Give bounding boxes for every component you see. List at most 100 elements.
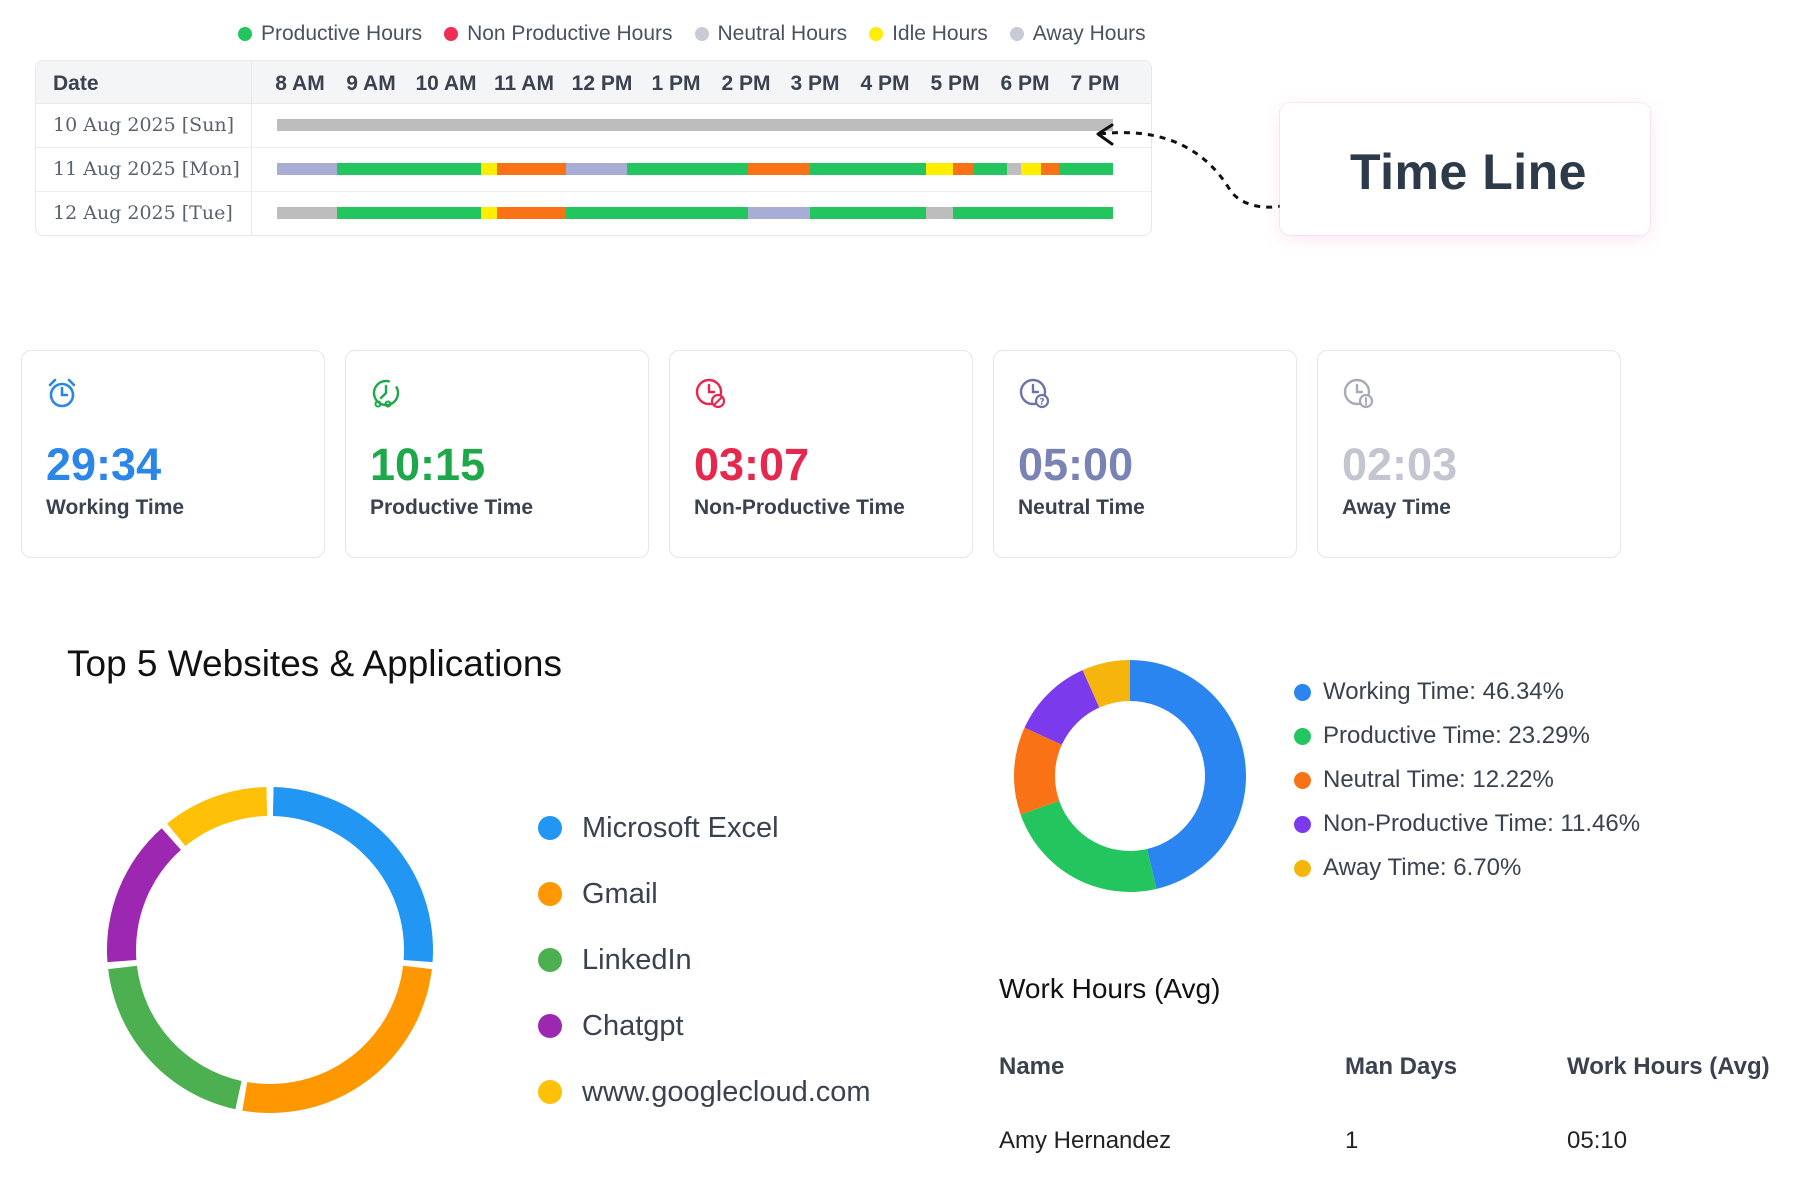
top5-slice-gmail[interactable] (242, 965, 432, 1113)
time-split-slice-neutral-time[interactable] (1014, 727, 1062, 815)
time-split-slice-non-productive-time[interactable] (1024, 670, 1100, 745)
legend-away-hours[interactable]: Away Hours (1009, 22, 1146, 46)
hour-label: 10 AM (415, 72, 477, 95)
time-split-legend: Working Time: 46.34% Productive Time: 23… (1294, 670, 1640, 890)
segment-productive[interactable] (1059, 163, 1113, 175)
segment-neutral[interactable] (566, 163, 627, 175)
legend-item-non-productive-time[interactable]: Non-Productive Time: 11.46% (1294, 802, 1640, 846)
legend-item-away-time[interactable]: Away Time: 6.70% (1294, 846, 1640, 890)
column-header-name[interactable]: Name (999, 1053, 1065, 1080)
segment-idle[interactable] (481, 163, 497, 175)
segment-productive[interactable] (810, 163, 926, 175)
time-split-donut-chart (1014, 660, 1246, 892)
timeline-bar[interactable] (277, 163, 1113, 175)
legend-dot-icon (1294, 815, 1311, 833)
segment-productive[interactable] (953, 207, 1113, 219)
callout-arrow-icon (1096, 123, 1330, 209)
segment-neutral[interactable] (277, 163, 337, 175)
legend-item-googlecloud[interactable]: www.googlecloud.com (538, 1059, 871, 1125)
hour-label: 3 PM (790, 72, 840, 95)
timeline-bar[interactable] (277, 119, 1113, 131)
segment-productive[interactable] (810, 207, 926, 219)
segment-neutral[interactable] (748, 207, 810, 219)
legend-dot-icon (444, 27, 459, 41)
card-label: Neutral Time (1018, 496, 1145, 519)
segment-idle[interactable] (481, 207, 497, 219)
segment-productive[interactable] (337, 163, 481, 175)
timeline-bar[interactable] (277, 207, 1113, 219)
segment-non-productive[interactable] (1041, 163, 1059, 175)
legend-dot-icon (538, 948, 562, 972)
segment-non-productive[interactable] (497, 207, 566, 219)
top5-slice-chatgpt[interactable] (107, 828, 181, 963)
timeline-header: Date 8 AM 9 AM 10 AM 11 AM 12 PM 1 PM 2 … (36, 61, 1151, 104)
svg-text:?: ? (1039, 398, 1044, 408)
hour-label: 4 PM (860, 72, 910, 95)
card-label: Away Time (1342, 496, 1451, 519)
top5-slice-www-googlecloud-com[interactable] (167, 787, 268, 847)
top5-slice-linkedin[interactable] (108, 965, 242, 1110)
cell-man-days: 1 (1345, 1127, 1359, 1154)
legend-dot-icon (1294, 683, 1311, 701)
legend-item-microsoft-excel[interactable]: Microsoft Excel (538, 795, 871, 861)
card-working-time[interactable]: 29:34 Working Time (21, 350, 325, 558)
segment-productive[interactable] (337, 207, 481, 219)
card-label: Non-Productive Time (694, 496, 905, 519)
time-split-slice-away-time[interactable] (1082, 660, 1130, 708)
neutral-clock-icon: ? (1019, 378, 1050, 409)
legend-item-working-time[interactable]: Working Time: 46.34% (1294, 670, 1640, 714)
row-date: 12 Aug 2025 [Tue] (53, 202, 233, 224)
hour-label: 12 PM (571, 72, 633, 95)
time-split-slice-working-time[interactable] (1130, 660, 1246, 889)
row-date: 11 Aug 2025 [Mon] (53, 158, 240, 180)
legend-dot-icon (694, 27, 709, 41)
segment-non-productive[interactable] (953, 163, 973, 175)
card-away-time[interactable]: 02:03 Away Time (1317, 350, 1621, 558)
legend-dot-icon (1294, 771, 1311, 789)
callout-title: Time Line (1350, 144, 1587, 200)
legend-productive-hours[interactable]: Productive Hours (238, 22, 422, 46)
segment-productive[interactable] (627, 163, 748, 175)
segment-non-productive[interactable] (497, 163, 566, 175)
top5-slice-microsoft-excel[interactable] (272, 787, 433, 963)
card-value: 10:15 (370, 439, 486, 490)
legend-item-neutral-time[interactable]: Neutral Time: 12.22% (1294, 758, 1640, 802)
hour-label: 8 AM (275, 72, 325, 95)
column-header-man-days[interactable]: Man Days (1345, 1053, 1458, 1080)
column-header-work-hours[interactable]: Work Hours (Avg) (1567, 1053, 1770, 1080)
legend-item-gmail[interactable]: Gmail (538, 861, 871, 927)
legend-non-productive-hours[interactable]: Non Productive Hours (444, 22, 673, 46)
legend-item-linkedin[interactable]: LinkedIn (538, 927, 871, 993)
cell-work-hours: 05:10 (1567, 1127, 1628, 1154)
legend-dot-icon (538, 1014, 562, 1038)
segment-idle[interactable] (926, 163, 953, 175)
segment-away[interactable] (926, 207, 953, 219)
time-split-slice-productive-time[interactable] (1020, 800, 1157, 892)
top5-donut-chart (107, 787, 433, 1113)
legend-neutral-hours[interactable]: Neutral Hours (694, 22, 847, 46)
card-neutral-time[interactable]: ? 05:00 Neutral Time (993, 350, 1297, 558)
card-non-productive-time[interactable]: 03:07 Non-Productive Time (669, 350, 973, 558)
segment-away[interactable] (277, 207, 337, 219)
legend-item-chatgpt[interactable]: Chatgpt (538, 993, 871, 1059)
legend-dot-icon (1294, 859, 1311, 877)
card-value: 29:34 (46, 439, 162, 490)
timeline-row: 11 Aug 2025 [Mon] (36, 147, 1151, 192)
segment-idle[interactable] (1021, 163, 1041, 175)
legend-item-productive-time[interactable]: Productive Time: 23.29% (1294, 714, 1640, 758)
productive-clock-icon (372, 379, 400, 408)
card-label: Productive Time (370, 496, 533, 519)
segment-productive[interactable] (566, 207, 748, 219)
legend-idle-hours[interactable]: Idle Hours (869, 22, 988, 46)
card-productive-time[interactable]: 10:15 Productive Time (345, 350, 649, 558)
alarm-clock-icon (48, 378, 76, 408)
segment-productive[interactable] (973, 163, 1007, 175)
segment-non-productive[interactable] (748, 163, 810, 175)
cell-name: Amy Hernandez (999, 1127, 1172, 1154)
row-date: 10 Aug 2025 [Sun] (53, 114, 235, 136)
segment-away[interactable] (277, 119, 1113, 131)
card-value: 03:07 (694, 439, 810, 490)
non-productive-clock-icon (695, 378, 726, 409)
segment-away[interactable] (1007, 163, 1021, 175)
legend-dot-icon (538, 1080, 562, 1104)
